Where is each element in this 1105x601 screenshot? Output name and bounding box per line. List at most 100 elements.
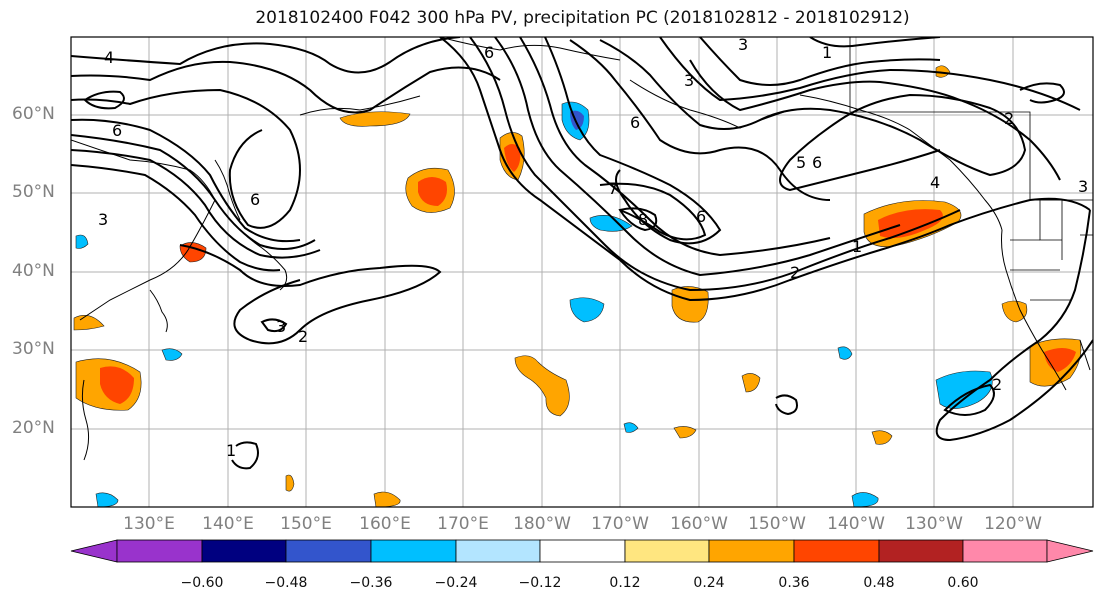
coastline <box>299 95 421 116</box>
lat-label-60N: 60°N <box>12 104 55 124</box>
pv-contour <box>469 37 961 292</box>
pv-contour <box>83 90 125 110</box>
colorbar-extend-low <box>70 539 118 563</box>
pv-contour <box>689 59 1061 181</box>
lon-label-140W: 140°W <box>827 514 885 534</box>
precip-patch <box>878 209 943 238</box>
pv-contour <box>809 37 941 48</box>
colorbar-segment <box>793 539 880 563</box>
colorbar-tick-label: 0.12 <box>609 575 641 591</box>
lat-label-40N: 40°N <box>12 261 55 281</box>
contour-label: 7 <box>608 179 618 198</box>
contour-label: 6 <box>484 43 494 62</box>
precip-patch <box>569 297 605 323</box>
precip-patch <box>871 430 893 445</box>
lat-label-20N: 20°N <box>12 418 55 438</box>
pv-contour <box>71 134 316 250</box>
pv-contour <box>179 244 442 345</box>
colorbar-segment <box>116 539 203 563</box>
lon-label-180W: 180°W <box>513 514 571 534</box>
coastline <box>1079 339 1091 371</box>
contour-label: 3 <box>1078 177 1088 196</box>
contour-labels: 4 6 6 3 1 3 6 6 5 6 7 8 6 1 2 2 4 3 2 2 … <box>98 35 1088 460</box>
contour-label: 6 <box>250 190 260 209</box>
pv-contour <box>71 164 281 272</box>
pv-contour <box>699 37 941 86</box>
pv-contour <box>494 37 901 277</box>
colorbar-segment <box>201 539 287 563</box>
colorbar-extend-high <box>1046 539 1094 563</box>
figure-title: 2018102400 F042 300 hPa PV, precipitatio… <box>255 8 910 28</box>
pv-contour <box>659 37 1081 111</box>
pv-contour <box>1019 82 1065 104</box>
pv-contour <box>71 60 501 114</box>
colorbar-tick-label: −0.60 <box>180 575 224 591</box>
lat-label-30N: 30°N <box>12 339 55 359</box>
colorbar-tick-label: 0.60 <box>947 575 979 591</box>
pv-contour <box>71 37 461 74</box>
pv-contours <box>71 37 1093 470</box>
lon-label-150W: 150°W <box>748 514 806 534</box>
precip-patch <box>935 65 951 78</box>
pv-contour <box>599 182 707 241</box>
precip-patch <box>673 426 697 439</box>
coastline <box>1001 229 1067 391</box>
precip-patch <box>100 366 134 404</box>
pv-contour <box>71 88 301 229</box>
lon-label-130W: 130°W <box>905 514 963 534</box>
contour-label: 5 <box>796 153 806 172</box>
contour-label: 4 <box>930 173 940 192</box>
precip-patch <box>75 234 89 249</box>
colorbar-segment <box>370 539 457 563</box>
precip-patch <box>671 286 709 323</box>
pv-contour <box>71 149 321 259</box>
lon-label-160E: 160°E <box>359 514 411 534</box>
contour-label: 2 <box>1004 109 1014 128</box>
colorbar-segment <box>455 539 541 563</box>
contour-label: 2 <box>992 375 1002 394</box>
contour-label: 2 <box>298 327 308 346</box>
lon-label-140E: 140°E <box>202 514 254 534</box>
colorbar-tick-label: −0.48 <box>264 575 308 591</box>
contour-label: 6 <box>812 153 822 172</box>
contour-label: 6 <box>112 121 122 140</box>
pv-contour <box>519 37 831 257</box>
lon-label-170E: 170°E <box>437 514 489 534</box>
lon-label-160W: 160°W <box>670 514 728 534</box>
pv-contour <box>935 209 1093 442</box>
colorbar-tick-label: −0.24 <box>434 575 478 591</box>
pv-contour <box>439 37 1091 302</box>
precip-patch <box>623 422 639 433</box>
contour-label: 3 <box>276 317 286 336</box>
pv-contour <box>231 441 259 470</box>
precip-patch <box>418 177 447 206</box>
colorbar-segment <box>285 539 372 563</box>
lat-label-50N: 50°N <box>12 182 55 202</box>
pv-contour <box>618 207 658 232</box>
colorbar-tick-label: 0.24 <box>693 575 725 591</box>
pv-contour <box>943 383 995 416</box>
pv-contour <box>569 39 831 201</box>
precip-patch <box>1001 300 1028 323</box>
colorbar-tick-label: 0.48 <box>863 575 895 591</box>
precip-patch <box>161 348 183 361</box>
lon-label-120W: 120°W <box>984 514 1042 534</box>
precip-patch <box>837 346 853 360</box>
contour-label: 2 <box>790 263 800 282</box>
colorbar-tick-label: 0.36 <box>778 575 810 591</box>
colorbar-segment <box>878 539 964 563</box>
contour-label: 4 <box>104 48 114 67</box>
coastline <box>214 159 241 221</box>
lon-label-150E: 150°E <box>280 514 332 534</box>
precip-patch <box>741 373 761 393</box>
map-frame <box>70 36 1094 508</box>
contour-label: 1 <box>822 43 832 62</box>
colorbar <box>70 539 1094 563</box>
contour-label: 8 <box>638 210 648 229</box>
contour-label: 1 <box>226 441 236 460</box>
lon-label-130E: 130°E <box>123 514 175 534</box>
contour-label: 6 <box>696 207 706 226</box>
pv-contour <box>599 39 1027 192</box>
pv-contour <box>775 394 798 416</box>
